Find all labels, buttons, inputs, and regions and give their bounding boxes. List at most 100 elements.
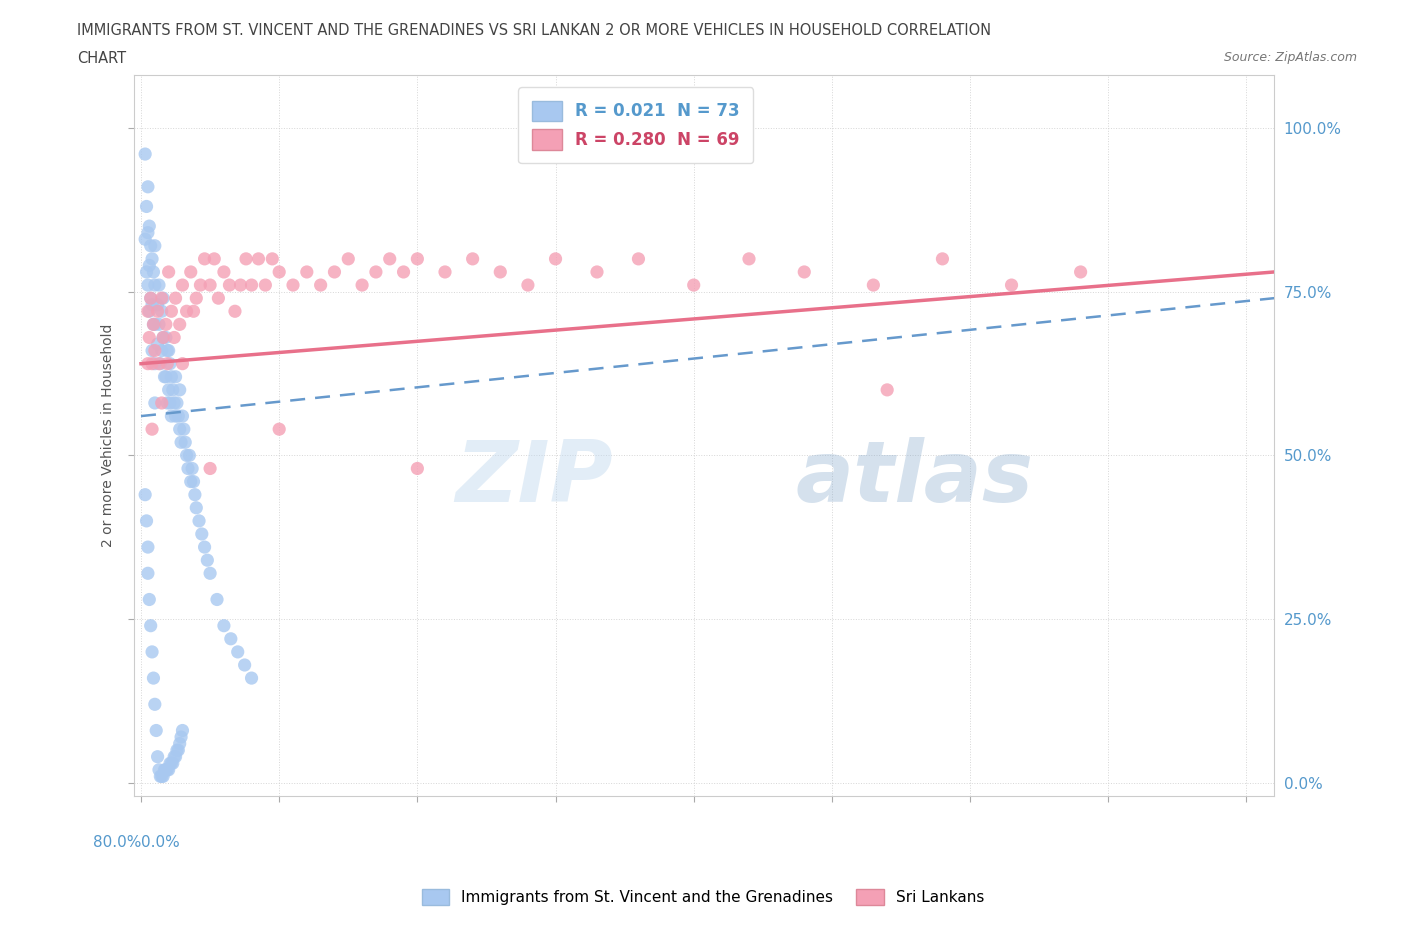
Point bbox=[170, 435, 193, 450]
Point bbox=[184, 487, 207, 502]
Point bbox=[862, 278, 884, 293]
Point bbox=[364, 264, 387, 279]
Point bbox=[149, 356, 172, 371]
Point bbox=[138, 592, 160, 607]
Point bbox=[155, 763, 177, 777]
Point bbox=[173, 421, 195, 436]
Point bbox=[143, 238, 166, 253]
Point bbox=[183, 474, 205, 489]
Point bbox=[167, 743, 190, 758]
Point bbox=[160, 408, 183, 423]
Point bbox=[152, 330, 174, 345]
Point bbox=[165, 369, 187, 384]
Point bbox=[143, 356, 166, 371]
Point bbox=[157, 343, 180, 358]
Text: CHART: CHART bbox=[77, 51, 127, 66]
Text: 0.0%: 0.0% bbox=[141, 835, 180, 850]
Point bbox=[195, 552, 218, 567]
Point bbox=[141, 343, 163, 358]
Point bbox=[145, 723, 167, 737]
Point bbox=[738, 251, 761, 266]
Point bbox=[1000, 278, 1022, 293]
Point bbox=[323, 264, 346, 279]
Point bbox=[159, 756, 181, 771]
Point bbox=[152, 330, 174, 345]
Point bbox=[162, 756, 184, 771]
Point bbox=[159, 395, 181, 410]
Point bbox=[148, 356, 170, 371]
Point bbox=[138, 219, 160, 233]
Point bbox=[163, 395, 186, 410]
Point bbox=[156, 356, 179, 371]
Point bbox=[205, 592, 228, 607]
Point bbox=[169, 382, 191, 397]
Point bbox=[136, 356, 159, 371]
Point bbox=[247, 251, 270, 266]
Point bbox=[157, 382, 180, 397]
Point bbox=[136, 179, 159, 194]
Point bbox=[146, 750, 169, 764]
Point bbox=[170, 730, 193, 745]
Point bbox=[150, 769, 173, 784]
Point bbox=[180, 474, 202, 489]
Point bbox=[172, 356, 194, 371]
Point bbox=[186, 291, 208, 306]
Point bbox=[172, 723, 194, 737]
Point bbox=[172, 278, 194, 293]
Point bbox=[516, 278, 538, 293]
Point bbox=[150, 343, 173, 358]
Point bbox=[281, 278, 304, 293]
Point bbox=[406, 251, 429, 266]
Point bbox=[269, 264, 291, 279]
Point bbox=[141, 298, 163, 312]
Point bbox=[544, 251, 567, 266]
Text: Source: ZipAtlas.com: Source: ZipAtlas.com bbox=[1223, 51, 1357, 64]
Point bbox=[198, 461, 221, 476]
Point bbox=[143, 343, 166, 358]
Point bbox=[139, 291, 162, 306]
Point bbox=[207, 291, 229, 306]
Point bbox=[172, 408, 194, 423]
Point bbox=[146, 304, 169, 319]
Point bbox=[155, 330, 177, 345]
Point bbox=[141, 251, 163, 266]
Point bbox=[160, 369, 183, 384]
Point bbox=[141, 644, 163, 659]
Point bbox=[142, 317, 165, 332]
Point bbox=[155, 369, 177, 384]
Point bbox=[139, 618, 162, 633]
Point bbox=[186, 500, 208, 515]
Point bbox=[212, 618, 235, 633]
Point bbox=[489, 264, 512, 279]
Point bbox=[174, 435, 197, 450]
Point bbox=[134, 487, 156, 502]
Point bbox=[793, 264, 815, 279]
Point bbox=[138, 258, 160, 272]
Point bbox=[148, 763, 170, 777]
Legend: R = 0.021  N = 73, R = 0.280  N = 69: R = 0.021 N = 73, R = 0.280 N = 69 bbox=[519, 87, 754, 163]
Point bbox=[156, 395, 179, 410]
Point bbox=[136, 565, 159, 580]
Point bbox=[156, 763, 179, 777]
Point bbox=[392, 264, 415, 279]
Point bbox=[141, 356, 163, 371]
Point bbox=[169, 421, 191, 436]
Point bbox=[254, 278, 277, 293]
Point bbox=[179, 448, 201, 463]
Point bbox=[181, 461, 204, 476]
Point bbox=[156, 343, 179, 358]
Point bbox=[235, 251, 257, 266]
Point bbox=[136, 225, 159, 240]
Point bbox=[135, 199, 157, 214]
Point bbox=[682, 278, 704, 293]
Point bbox=[150, 291, 173, 306]
Point bbox=[876, 382, 898, 397]
Point bbox=[148, 317, 170, 332]
Point bbox=[165, 750, 187, 764]
Point bbox=[434, 264, 457, 279]
Point bbox=[142, 671, 165, 685]
Point bbox=[139, 291, 162, 306]
Point bbox=[135, 264, 157, 279]
Point bbox=[931, 251, 953, 266]
Point bbox=[269, 421, 291, 436]
